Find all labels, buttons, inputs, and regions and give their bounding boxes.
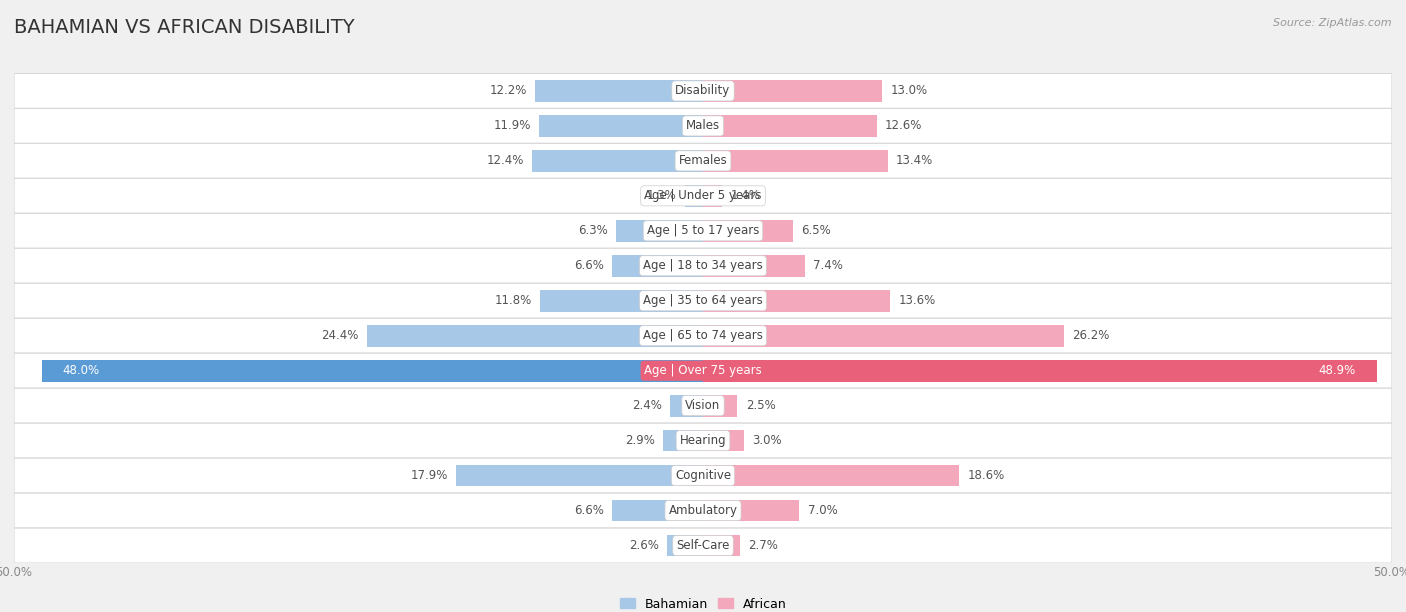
Text: 2.7%: 2.7% bbox=[748, 539, 779, 552]
Text: Males: Males bbox=[686, 119, 720, 132]
Text: Vision: Vision bbox=[685, 399, 721, 412]
Text: 2.4%: 2.4% bbox=[631, 399, 662, 412]
Text: Age | 65 to 74 years: Age | 65 to 74 years bbox=[643, 329, 763, 342]
Text: Age | Over 75 years: Age | Over 75 years bbox=[644, 364, 762, 377]
Text: Self-Care: Self-Care bbox=[676, 539, 730, 552]
Bar bbox=[703, 255, 806, 277]
Text: 12.6%: 12.6% bbox=[884, 119, 922, 132]
Text: 3.0%: 3.0% bbox=[752, 434, 782, 447]
Bar bbox=[616, 220, 703, 242]
Text: Age | Under 5 years: Age | Under 5 years bbox=[644, 189, 762, 203]
Bar bbox=[534, 80, 703, 102]
FancyBboxPatch shape bbox=[14, 318, 1392, 353]
Bar bbox=[703, 80, 882, 102]
Text: 11.8%: 11.8% bbox=[495, 294, 531, 307]
Bar bbox=[703, 395, 738, 417]
Bar bbox=[669, 395, 703, 417]
Text: 13.4%: 13.4% bbox=[896, 154, 934, 167]
Text: 7.0%: 7.0% bbox=[807, 504, 838, 517]
FancyBboxPatch shape bbox=[14, 143, 1392, 178]
FancyBboxPatch shape bbox=[14, 214, 1392, 248]
Bar bbox=[612, 500, 703, 521]
Text: BAHAMIAN VS AFRICAN DISABILITY: BAHAMIAN VS AFRICAN DISABILITY bbox=[14, 18, 354, 37]
Bar bbox=[703, 150, 887, 172]
Text: 48.0%: 48.0% bbox=[62, 364, 100, 377]
Text: 11.9%: 11.9% bbox=[494, 119, 531, 132]
Text: Cognitive: Cognitive bbox=[675, 469, 731, 482]
Bar bbox=[703, 500, 800, 521]
Bar bbox=[703, 325, 1064, 346]
FancyBboxPatch shape bbox=[14, 423, 1392, 458]
Bar bbox=[531, 150, 703, 172]
Text: 6.6%: 6.6% bbox=[574, 259, 603, 272]
Text: Ambulatory: Ambulatory bbox=[668, 504, 738, 517]
FancyBboxPatch shape bbox=[14, 283, 1392, 318]
Text: Age | 35 to 64 years: Age | 35 to 64 years bbox=[643, 294, 763, 307]
FancyBboxPatch shape bbox=[14, 73, 1392, 108]
Text: Age | 18 to 34 years: Age | 18 to 34 years bbox=[643, 259, 763, 272]
Text: 17.9%: 17.9% bbox=[411, 469, 449, 482]
Bar bbox=[457, 465, 703, 487]
Text: Source: ZipAtlas.com: Source: ZipAtlas.com bbox=[1274, 18, 1392, 28]
Text: 2.6%: 2.6% bbox=[628, 539, 659, 552]
Text: 24.4%: 24.4% bbox=[321, 329, 359, 342]
Bar bbox=[367, 325, 703, 346]
Text: 1.4%: 1.4% bbox=[731, 189, 761, 203]
FancyBboxPatch shape bbox=[14, 528, 1392, 563]
Text: Hearing: Hearing bbox=[679, 434, 727, 447]
Text: Age | 5 to 17 years: Age | 5 to 17 years bbox=[647, 225, 759, 237]
Bar bbox=[703, 115, 876, 136]
Bar bbox=[703, 220, 793, 242]
Text: 6.3%: 6.3% bbox=[578, 225, 607, 237]
Bar bbox=[703, 535, 740, 556]
FancyBboxPatch shape bbox=[14, 108, 1392, 143]
Bar bbox=[540, 290, 703, 312]
Bar bbox=[703, 360, 1376, 381]
Bar bbox=[42, 360, 703, 381]
Text: 26.2%: 26.2% bbox=[1073, 329, 1109, 342]
Text: 6.6%: 6.6% bbox=[574, 504, 603, 517]
Text: 2.9%: 2.9% bbox=[624, 434, 655, 447]
Text: 12.2%: 12.2% bbox=[489, 84, 527, 97]
Text: 1.3%: 1.3% bbox=[647, 189, 676, 203]
Bar bbox=[668, 535, 703, 556]
Bar bbox=[664, 430, 703, 452]
FancyBboxPatch shape bbox=[14, 353, 1392, 388]
Text: 7.4%: 7.4% bbox=[813, 259, 844, 272]
Text: 6.5%: 6.5% bbox=[801, 225, 831, 237]
Bar bbox=[685, 185, 703, 207]
Bar bbox=[703, 430, 744, 452]
Text: 2.5%: 2.5% bbox=[745, 399, 776, 412]
Text: Females: Females bbox=[679, 154, 727, 167]
FancyBboxPatch shape bbox=[14, 248, 1392, 283]
Bar bbox=[703, 290, 890, 312]
Text: 13.6%: 13.6% bbox=[898, 294, 936, 307]
Bar bbox=[538, 115, 703, 136]
Bar bbox=[612, 255, 703, 277]
Text: 12.4%: 12.4% bbox=[486, 154, 524, 167]
Text: 13.0%: 13.0% bbox=[890, 84, 928, 97]
FancyBboxPatch shape bbox=[14, 388, 1392, 423]
FancyBboxPatch shape bbox=[14, 493, 1392, 528]
Legend: Bahamian, African: Bahamian, African bbox=[614, 592, 792, 612]
Text: 18.6%: 18.6% bbox=[967, 469, 1005, 482]
Bar bbox=[703, 185, 723, 207]
FancyBboxPatch shape bbox=[14, 178, 1392, 214]
Bar bbox=[703, 465, 959, 487]
Text: Disability: Disability bbox=[675, 84, 731, 97]
FancyBboxPatch shape bbox=[14, 458, 1392, 493]
Text: 48.9%: 48.9% bbox=[1319, 364, 1357, 377]
